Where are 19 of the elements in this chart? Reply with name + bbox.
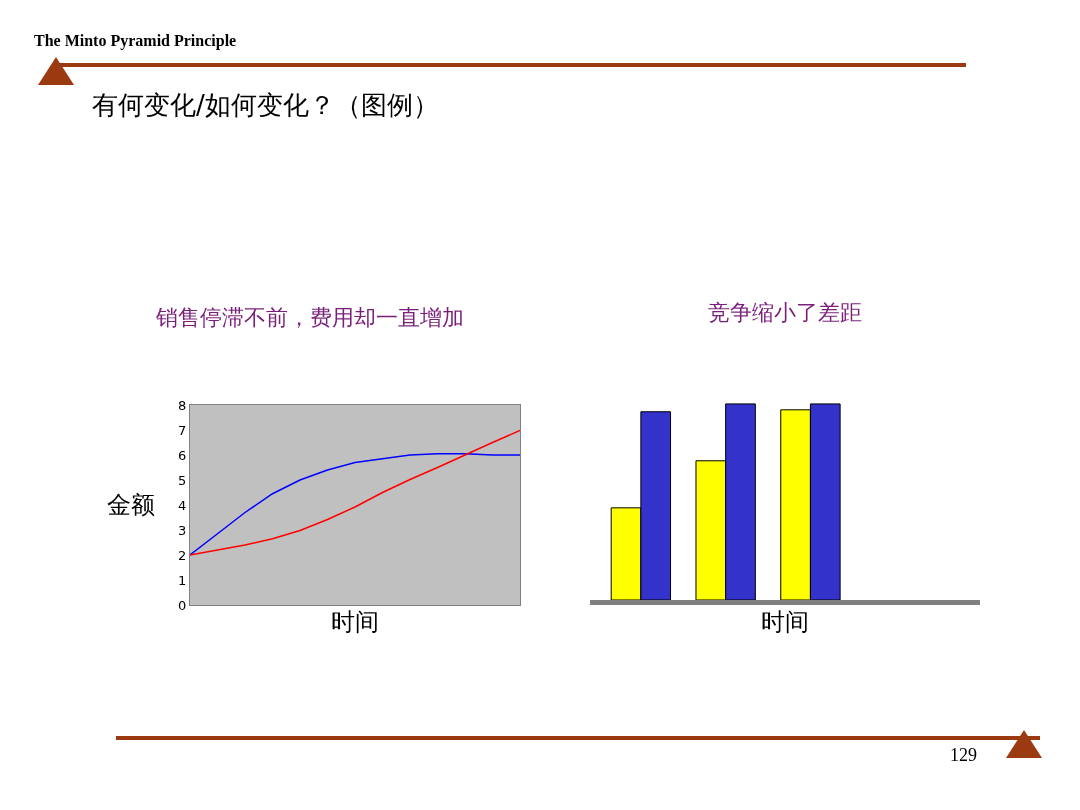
y-tick-label: 1 <box>178 572 187 588</box>
text: The Minto Pyramid Principle <box>34 32 237 50</box>
y-tick-label: 4 <box>178 497 187 513</box>
y-tick-label: 0 <box>178 597 187 613</box>
text: 有何变化/如何变化？（图例） <box>92 89 439 122</box>
y-axis-title: 金额 <box>107 491 155 519</box>
y-tick-label: 5 <box>178 472 187 488</box>
chart-title: 销售停滞不前，费用却一直增加 <box>155 305 464 331</box>
y-tick-label: 2 <box>178 547 187 563</box>
text: 129 <box>950 745 977 766</box>
y-tick-label: 8 <box>178 397 187 413</box>
x-axis-title: 时间 <box>331 608 379 637</box>
line-series <box>190 429 520 556</box>
chart-title: 竞争缩小了差距 <box>708 300 862 326</box>
line-series <box>190 453 520 556</box>
y-tick-label: 7 <box>178 422 187 438</box>
y-tick-label: 6 <box>178 447 187 463</box>
x-axis-title: 时间 <box>761 607 809 636</box>
y-tick-label: 3 <box>178 522 187 538</box>
